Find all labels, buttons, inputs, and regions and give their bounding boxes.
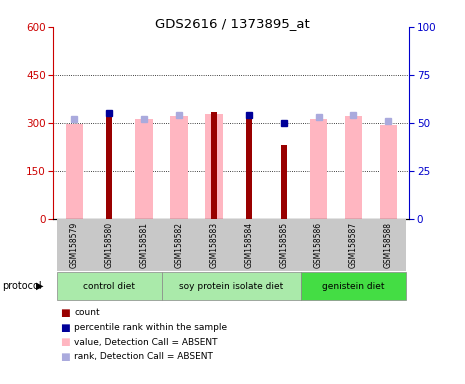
Bar bbox=[57, 272, 162, 300]
Text: percentile rank within the sample: percentile rank within the sample bbox=[74, 323, 227, 332]
Text: ■: ■ bbox=[60, 323, 70, 333]
Bar bbox=[66, 124, 83, 219]
Text: ■: ■ bbox=[60, 352, 70, 362]
Bar bbox=[266, 219, 301, 271]
Text: ▶: ▶ bbox=[36, 281, 43, 291]
Text: soy protein isolate diet: soy protein isolate diet bbox=[179, 281, 284, 291]
Bar bbox=[162, 219, 196, 271]
Text: GSM158584: GSM158584 bbox=[244, 222, 253, 268]
Bar bbox=[379, 126, 397, 219]
Bar bbox=[301, 219, 336, 271]
Bar bbox=[310, 119, 327, 219]
Text: GDS2616 / 1373895_at: GDS2616 / 1373895_at bbox=[155, 17, 310, 30]
Text: rank, Detection Call = ABSENT: rank, Detection Call = ABSENT bbox=[74, 352, 213, 361]
Bar bbox=[126, 219, 162, 271]
Bar bbox=[336, 219, 371, 271]
Bar bbox=[92, 219, 126, 271]
Text: genistein diet: genistein diet bbox=[322, 281, 385, 291]
Text: count: count bbox=[74, 308, 100, 318]
Bar bbox=[57, 219, 92, 271]
Bar bbox=[106, 115, 113, 219]
Bar bbox=[196, 219, 232, 271]
Text: control diet: control diet bbox=[83, 281, 135, 291]
Bar bbox=[345, 116, 362, 219]
Bar bbox=[246, 116, 252, 219]
Text: GSM158588: GSM158588 bbox=[384, 222, 393, 268]
Text: GSM158581: GSM158581 bbox=[140, 222, 149, 268]
Text: GSM158585: GSM158585 bbox=[279, 222, 288, 268]
Bar bbox=[301, 272, 405, 300]
Bar bbox=[135, 119, 153, 219]
Bar bbox=[205, 114, 223, 219]
Bar bbox=[162, 272, 301, 300]
Bar bbox=[280, 145, 287, 219]
Text: value, Detection Call = ABSENT: value, Detection Call = ABSENT bbox=[74, 338, 218, 347]
Text: GSM158579: GSM158579 bbox=[70, 222, 79, 268]
Text: ■: ■ bbox=[60, 337, 70, 347]
Bar bbox=[371, 219, 405, 271]
Text: GSM158587: GSM158587 bbox=[349, 222, 358, 268]
Text: protocol: protocol bbox=[2, 281, 42, 291]
Text: GSM158582: GSM158582 bbox=[174, 222, 184, 268]
Bar bbox=[211, 112, 217, 219]
Text: GSM158586: GSM158586 bbox=[314, 222, 323, 268]
Text: ■: ■ bbox=[60, 308, 70, 318]
Bar bbox=[170, 116, 188, 219]
Text: GSM158583: GSM158583 bbox=[209, 222, 219, 268]
Text: GSM158580: GSM158580 bbox=[105, 222, 114, 268]
Bar bbox=[232, 219, 266, 271]
